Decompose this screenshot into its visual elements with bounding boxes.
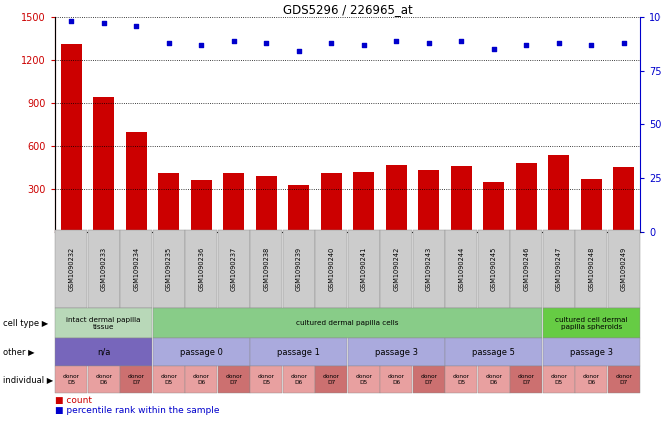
Point [131,22,141,29]
Text: GSM1090239: GSM1090239 [295,247,302,291]
Point [391,37,401,44]
Text: passage 1: passage 1 [278,348,320,357]
Text: passage 3: passage 3 [375,348,418,357]
Text: n/a: n/a [97,348,110,357]
Text: GSM1090244: GSM1090244 [458,247,464,291]
Bar [385,165,407,232]
Text: ■ count: ■ count [55,396,92,405]
Text: donor
D6: donor D6 [485,374,502,385]
Bar [353,172,374,232]
Text: GSM1090237: GSM1090237 [231,247,237,291]
Point [66,18,77,25]
Bar [451,166,472,232]
Text: GSM1090243: GSM1090243 [426,247,432,291]
Point [196,41,206,48]
Bar [61,44,82,232]
Text: GSM1090241: GSM1090241 [361,247,367,291]
Text: GSM1090234: GSM1090234 [134,247,139,291]
Text: donor
D6: donor D6 [583,374,600,385]
Text: passage 0: passage 0 [180,348,223,357]
Text: donor
D5: donor D5 [550,374,567,385]
Text: GSM1090248: GSM1090248 [588,247,594,291]
Text: donor
D5: donor D5 [160,374,177,385]
Text: GSM1090238: GSM1090238 [263,247,269,291]
Point [326,39,336,46]
Point [358,41,369,48]
Text: GSM1090236: GSM1090236 [198,247,204,291]
Bar [288,185,309,232]
Text: donor
D5: donor D5 [63,374,80,385]
Text: donor
D6: donor D6 [388,374,405,385]
Point [619,39,629,46]
Point [586,41,596,48]
Text: passage 5: passage 5 [473,348,515,357]
Text: donor
D7: donor D7 [128,374,145,385]
Title: GDS5296 / 226965_at: GDS5296 / 226965_at [283,3,412,16]
Point [456,37,467,44]
Text: cell type ▶: cell type ▶ [3,319,48,327]
Bar [548,154,569,232]
Text: GSM1090246: GSM1090246 [524,247,529,291]
Bar [483,182,504,232]
Bar [158,173,179,232]
Text: GSM1090249: GSM1090249 [621,247,627,291]
Text: donor
D7: donor D7 [420,374,437,385]
Point [488,46,499,52]
Point [521,41,531,48]
Text: intact dermal papilla
tissue: intact dermal papilla tissue [67,316,141,330]
Bar [93,97,114,232]
Text: cultured dermal papilla cells: cultured dermal papilla cells [296,320,399,326]
Text: GSM1090235: GSM1090235 [166,247,172,291]
Text: GSM1090240: GSM1090240 [329,247,334,291]
Point [163,39,174,46]
Bar [223,173,245,232]
Text: donor
D6: donor D6 [95,374,112,385]
Point [98,20,109,27]
Text: passage 3: passage 3 [570,348,613,357]
Point [293,48,304,55]
Text: GSM1090242: GSM1090242 [393,247,399,291]
Bar [418,170,440,232]
Point [229,37,239,44]
Text: donor
D5: donor D5 [258,374,275,385]
Text: other ▶: other ▶ [3,348,35,357]
Bar [126,132,147,232]
Bar [321,173,342,232]
Text: donor
D7: donor D7 [518,374,535,385]
Bar [516,163,537,232]
Text: donor
D6: donor D6 [193,374,210,385]
Bar [613,167,635,232]
Text: donor
D6: donor D6 [290,374,307,385]
Text: donor
D7: donor D7 [225,374,242,385]
Text: ■ percentile rank within the sample: ■ percentile rank within the sample [55,406,219,415]
Text: donor
D5: donor D5 [453,374,470,385]
Text: GSM1090247: GSM1090247 [556,247,562,291]
Text: donor
D5: donor D5 [355,374,372,385]
Text: donor
D7: donor D7 [615,374,633,385]
Text: GSM1090245: GSM1090245 [490,247,497,291]
Text: donor
D7: donor D7 [323,374,340,385]
Bar [580,179,602,232]
Text: individual ▶: individual ▶ [3,375,54,384]
Point [553,39,564,46]
Text: GSM1090232: GSM1090232 [68,247,74,291]
Bar [190,180,212,232]
Point [424,39,434,46]
Text: GSM1090233: GSM1090233 [100,247,106,291]
Bar [256,176,277,232]
Point [261,39,272,46]
Text: cultured cell dermal
papilla spheroids: cultured cell dermal papilla spheroids [555,316,627,330]
